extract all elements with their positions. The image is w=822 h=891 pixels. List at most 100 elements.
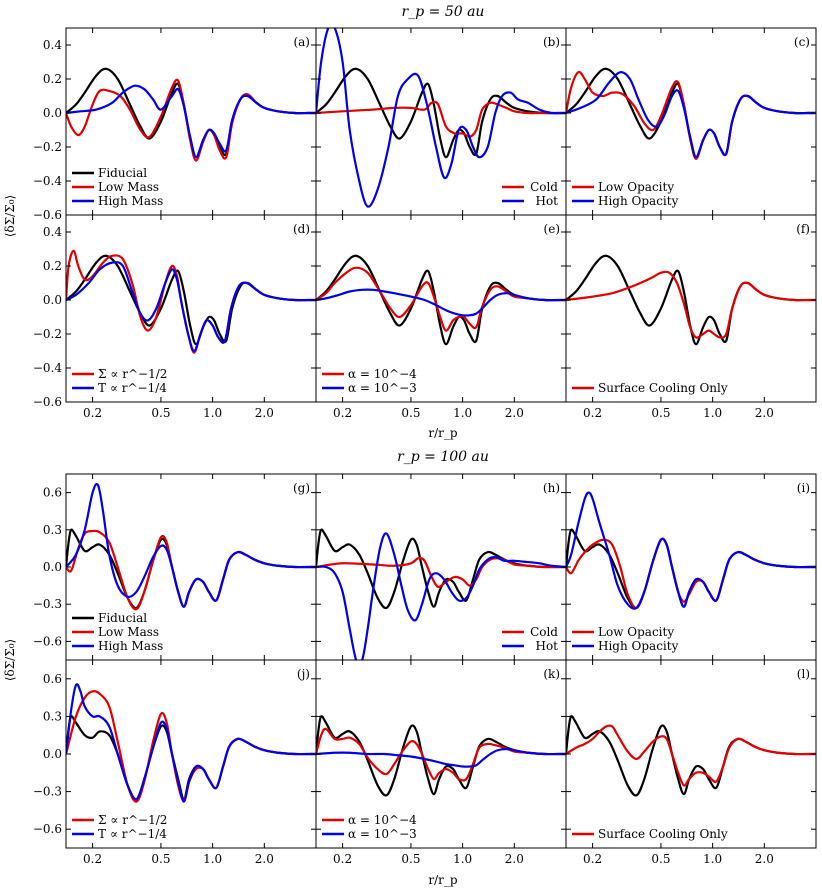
- legend-label: Σ ∝ r^−1/2: [98, 367, 167, 381]
- panel-j: 0.6 0.3 0.0 −0.3 −0.6 0.2 0.5 1.0 2.0 (j) Σ ∝ r^−1…: [33, 659, 317, 866]
- ytick-label: −0.3: [33, 785, 62, 799]
- panel-g-label: (g): [293, 481, 310, 495]
- series-line-cold: [316, 100, 566, 138]
- series-line-hot: [316, 28, 566, 208]
- xtick-label: 0.5: [151, 852, 170, 866]
- xtick-label: 0.2: [583, 406, 602, 420]
- series-line-surface-cooling-only: [566, 270, 816, 339]
- panel-e: 0.2 0.5 1.0 2.0 (e) α = 10^−4α = 10^−3: [315, 214, 567, 420]
- panel-b-frame: [315, 27, 567, 216]
- legend-label: High Mass: [98, 194, 163, 208]
- panel-j-label: (j): [297, 667, 310, 681]
- legend-label: Fiducial: [98, 166, 147, 180]
- panel-f-legend: Surface Cooling Only: [572, 381, 728, 395]
- panel-l-legend: Surface Cooling Only: [572, 827, 728, 841]
- legend-label: Surface Cooling Only: [598, 827, 728, 841]
- series-line-cold: [316, 556, 566, 589]
- ytick-label: −0.3: [33, 597, 62, 611]
- panel-e-series: [316, 254, 566, 346]
- ytick-label: −0.2: [33, 327, 62, 341]
- xtick-label: 2.0: [755, 852, 774, 866]
- xtick-label: 2.0: [255, 852, 274, 866]
- ytick-label: −0.4: [33, 361, 63, 375]
- panel-k-series: [316, 715, 566, 797]
- top-ylabel: ⟨δΣ/Σ₀⟩: [3, 195, 17, 237]
- panel-h-series: [316, 528, 566, 660]
- legend-label: Cold: [530, 180, 558, 194]
- panel-i-label: (i): [797, 481, 810, 495]
- series-line-t-r-1-4: [66, 261, 316, 353]
- series-line-fiducial: [316, 528, 566, 610]
- legend-label: Σ ∝ r^−1/2: [98, 813, 167, 827]
- xtick-label: 1.0: [453, 852, 472, 866]
- series-line-10-3: [316, 288, 566, 317]
- panel-j-legend: Σ ∝ r^−1/2T ∝ r^−1/4: [72, 813, 167, 841]
- panel-d: 0.4 0.2 0.0 −0.2 −0.4 −0.6 0.2 0.5 1.0 2.0 (d) Σ ∝ …: [33, 214, 317, 420]
- series-line-low-opacity: [566, 70, 816, 161]
- legend-label: Fiducial: [98, 611, 147, 625]
- series-line-low-opacity: [566, 537, 816, 610]
- panel-l-frame: [565, 659, 817, 849]
- series-line-r-1-2: [66, 690, 316, 803]
- ytick-label: −0.2: [33, 140, 62, 154]
- ytick-label: −0.6: [33, 208, 62, 222]
- series-line-fiducial: [66, 528, 316, 610]
- panel-h-label: (h): [543, 481, 560, 495]
- series-line-t-r-1-4: [66, 683, 316, 803]
- series-line-low-mass: [66, 529, 316, 611]
- xtick-label: 1.0: [703, 406, 722, 420]
- ytick-label: −0.6: [33, 395, 62, 409]
- xtick-label: 1.0: [203, 852, 222, 866]
- panel-f: 0.2 0.5 1.0 2.0 (f) Surface Cooling Only: [565, 214, 817, 420]
- series-line-fiducial: [316, 715, 566, 797]
- xtick-label: 0.2: [83, 852, 102, 866]
- series-line-10-3: [316, 747, 566, 768]
- ytick-label: −0.4: [33, 174, 63, 188]
- panel-k-label: (k): [543, 667, 560, 681]
- xtick-label: 0.2: [83, 406, 102, 420]
- ytick-label: 0.0: [43, 747, 62, 761]
- series-line-fiducial: [566, 528, 816, 610]
- legend-label: Low Opacity: [598, 180, 674, 194]
- ytick-label: 0.6: [43, 486, 62, 500]
- ytick-label: 0.0: [43, 106, 62, 120]
- ytick-label: 0.2: [43, 72, 62, 86]
- legend-label: α = 10^−4: [348, 813, 417, 827]
- legend-label: Surface Cooling Only: [598, 381, 728, 395]
- panel-b-series: [316, 28, 566, 208]
- xtick-label: 1.0: [203, 406, 222, 420]
- xtick-label: 0.2: [333, 852, 352, 866]
- xtick-label: 2.0: [505, 406, 524, 420]
- series-line-fiducial: [316, 67, 566, 159]
- panel-e-label: (e): [544, 222, 560, 236]
- ytick-label: 0.0: [43, 560, 62, 574]
- series-line-10-4: [316, 727, 566, 782]
- ytick-label: 0.4: [43, 38, 62, 52]
- panel-b-label: (b): [543, 35, 560, 49]
- series-line-high-opacity: [566, 491, 816, 610]
- legend-label: High Opacity: [598, 194, 679, 208]
- series-line-fiducial: [316, 254, 566, 346]
- panel-l-label: (l): [797, 667, 810, 681]
- top-xlabel: r/r_p: [428, 426, 458, 440]
- legend-label: Low Mass: [98, 625, 159, 639]
- ytick-label: 0.3: [43, 523, 62, 537]
- legend-label: Cold: [530, 625, 558, 639]
- panel-k-legend: α = 10^−4α = 10^−3: [322, 813, 417, 841]
- legend-label: Hot: [535, 194, 558, 208]
- bottom-title: r_p = 100 au: [397, 449, 489, 465]
- xtick-label: 1.0: [453, 406, 472, 420]
- series-line-low-mass: [66, 78, 316, 162]
- panel-c-label: (c): [794, 35, 810, 49]
- panel-g-series: [66, 482, 316, 611]
